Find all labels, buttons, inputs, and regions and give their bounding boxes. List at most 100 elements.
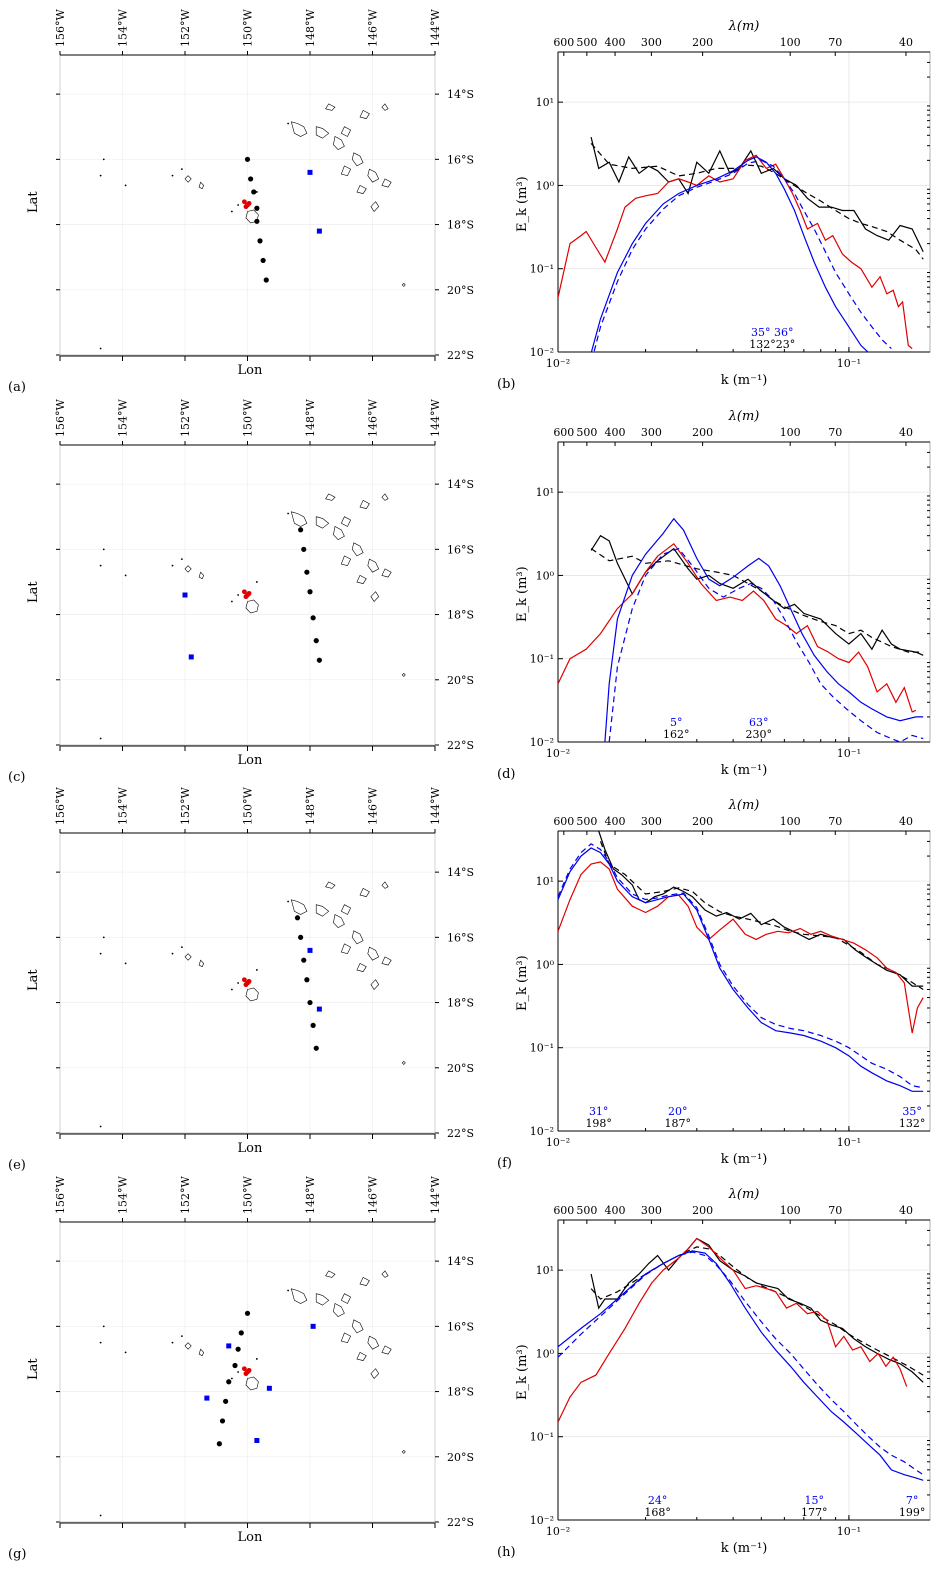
red-spectrum	[558, 542, 917, 713]
blue-direction-label: 7°	[906, 1494, 919, 1507]
black-solid-spectrum	[598, 831, 924, 987]
blue-square-marker	[316, 228, 322, 234]
island-outline	[325, 103, 336, 111]
spec-top-tick-label: 100	[780, 815, 801, 828]
island-outline	[325, 1270, 336, 1278]
island-outline	[184, 953, 192, 961]
black-dashed-spectrum	[599, 841, 924, 991]
island-outline	[381, 178, 392, 188]
island-outline	[198, 1348, 205, 1357]
spectrum-panel: 10⁻² 10⁻¹ 10⁰ 10¹ 10⁻² 10⁻¹ 600 500 400 300 200 100…	[497, 19, 931, 392]
spec-y-tick-label: 10⁻²	[530, 1514, 554, 1527]
island-outline	[184, 1342, 192, 1350]
red-marker	[243, 594, 249, 600]
map-lon-tick-label: 150°W	[242, 787, 255, 825]
island-dot	[99, 174, 102, 177]
map-lon-tick-label: 152°W	[179, 787, 192, 825]
black-track-point	[216, 1441, 222, 1447]
island-outline	[315, 904, 330, 917]
black-track-point	[257, 238, 263, 244]
island-outline	[245, 599, 259, 614]
red-marker	[243, 204, 249, 210]
spec-top-tick-label: 200	[692, 426, 713, 439]
map-panel: 156°W 154°W 152°W 150°W 148°W 146°W 144°W 14°S 1…	[8, 9, 474, 395]
black-track-point	[244, 156, 251, 162]
island-outline	[367, 558, 380, 573]
island-outline	[184, 565, 192, 573]
island-outline	[290, 121, 308, 137]
spec-y-tick-label: 10¹	[536, 486, 554, 499]
island-outline	[245, 987, 259, 1002]
island-dot	[237, 1371, 240, 1373]
spec-xlabel: k (m⁻¹)	[721, 1152, 768, 1167]
island-outline	[351, 152, 364, 167]
map-panel-label: (a)	[8, 380, 26, 395]
black-direction-label: 132°	[899, 1117, 926, 1130]
island-dot	[99, 1341, 102, 1344]
island-dot	[287, 512, 290, 515]
red-spectrum	[558, 861, 924, 1034]
spec-top-tick-label: 300	[641, 815, 662, 828]
spec-y-tick-label: 10⁻¹	[530, 1042, 554, 1055]
blue-square-marker	[226, 1343, 232, 1349]
black-track-point	[235, 1346, 241, 1352]
spec-x-tick-label: 10⁻²	[546, 1136, 570, 1149]
island-dot	[237, 594, 240, 596]
spec-top-tick-label: 100	[780, 1204, 801, 1217]
island-outline	[370, 201, 380, 212]
blue-dashed-spectrum	[593, 159, 892, 352]
blue-square-marker	[204, 1395, 210, 1401]
island-outline	[340, 904, 351, 915]
map-lat-tick-label: 20°S	[447, 1062, 474, 1075]
island-outline	[340, 165, 351, 177]
blue-dashed-spectrum	[608, 547, 924, 742]
island-dot	[171, 564, 174, 567]
black-direction-label: 230°	[746, 728, 773, 741]
spec-top-tick-label: 70	[828, 815, 842, 828]
black-track-point	[301, 546, 307, 552]
spec-x-tick-label: 10⁻¹	[837, 1525, 861, 1538]
blue-square-marker	[316, 1006, 322, 1012]
blue-direction-label: 35°	[902, 1105, 922, 1118]
island-outline	[401, 1449, 406, 1454]
black-track-point	[248, 176, 254, 182]
island-outline	[245, 1376, 259, 1391]
island-dot	[230, 988, 233, 991]
red-marker	[246, 978, 252, 984]
red-marker	[243, 1371, 249, 1377]
spec-top-tick-label: 200	[692, 1204, 713, 1217]
blue-direction-label: 63°	[749, 716, 769, 729]
island-outline	[381, 956, 392, 966]
map-panel: 156°W 154°W 152°W 150°W 148°W 146°W 144°W 14°S 1…	[8, 1176, 474, 1562]
island-dot	[230, 600, 233, 603]
spec-y-tick-label: 10⁰	[536, 179, 555, 192]
black-solid-spectrum	[590, 534, 924, 656]
island-dot	[180, 558, 183, 561]
spec-top-tick-label: 70	[828, 426, 842, 439]
spec-top-tick-label: 300	[641, 1204, 662, 1217]
spec-top-tick-label: 70	[828, 36, 842, 49]
red-marker	[246, 1367, 252, 1373]
island-outline	[340, 555, 351, 567]
spec-x-tick-label: 10⁻¹	[837, 1136, 861, 1149]
island-outline	[370, 1368, 380, 1379]
map-lat-tick-label: 20°S	[447, 284, 474, 297]
map-lon-tick-label: 148°W	[304, 1176, 317, 1214]
spec-panel-label: (f)	[497, 1156, 512, 1171]
red-marker	[241, 589, 247, 595]
island-outline	[351, 542, 364, 557]
spec-top-tick-label: 400	[605, 1204, 626, 1217]
black-track-point	[219, 1418, 226, 1424]
spec-y-tick-label: 10⁰	[536, 958, 555, 971]
spec-xlabel: k (m⁻¹)	[721, 1541, 768, 1556]
island-dot	[230, 1377, 233, 1380]
island-outline	[381, 103, 389, 111]
spec-top-tick-label: 400	[605, 36, 626, 49]
map-xlabel: Lon	[238, 363, 263, 378]
spec-top-tick-label: 100	[780, 426, 801, 439]
blue-solid-spectrum	[558, 847, 924, 1092]
blue-square-marker	[310, 1323, 316, 1329]
island-outline	[290, 511, 308, 527]
island-dot	[99, 737, 102, 740]
